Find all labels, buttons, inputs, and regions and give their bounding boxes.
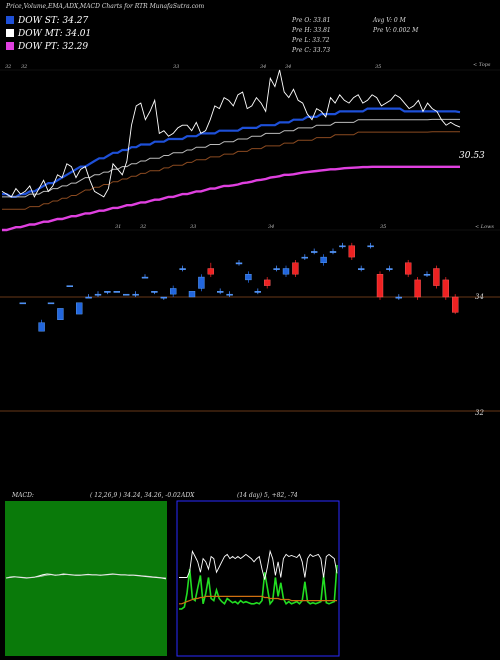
candle-body: [311, 251, 318, 253]
adx-line-plusminus-di: [179, 564, 338, 610]
macd-panel-bg: [5, 501, 167, 656]
candle-body: [216, 291, 224, 293]
bottom-tick-label: 33: [190, 224, 197, 230]
candle-body: [273, 268, 280, 270]
stat-close: Pre C: 33.73: [292, 47, 331, 54]
legend-swatch-pt: [6, 42, 14, 50]
series-line-dow-mt: [2, 118, 460, 198]
candle-body: [75, 302, 83, 315]
candle-body: [405, 262, 412, 275]
bottom-tick-label: 31: [115, 224, 122, 230]
candle-body: [433, 268, 440, 286]
chart-title: Price,Volume,EMA,ADX,MACD Charts for RTR…: [6, 3, 205, 10]
stat-open: Pre O: 33.81: [292, 17, 331, 24]
series-line-close: [1, 69, 461, 198]
lows-label: < Lows: [475, 224, 494, 230]
stat-pre-volume: Pre V: 0.002 M: [373, 27, 419, 34]
bottom-tick-label: 32: [140, 224, 147, 230]
stat-high: Pre H: 33.81: [292, 27, 331, 34]
adx-panel-frame: [176, 500, 340, 657]
adx-line-minus-di: [179, 549, 338, 580]
tops-label: < Tops: [473, 62, 491, 68]
bottom-tick-label: 35: [380, 224, 387, 230]
macd-panel: [5, 573, 167, 580]
candle-body: [179, 268, 186, 270]
candle-body: [254, 291, 262, 293]
legend-dow-st: DOW ST: 34.27: [6, 16, 88, 26]
candle-body: [348, 245, 355, 258]
candle-body: [452, 296, 459, 313]
candle-body: [339, 245, 346, 248]
top-tick-label: 33: [173, 64, 180, 70]
price-panel: [1, 69, 461, 232]
top-tick-label: 32: [5, 64, 12, 70]
legend-swatch-mt: [6, 29, 14, 37]
macd-line-signal: [5, 574, 167, 579]
legend-label-mt: DOW MT: 34.01: [18, 29, 92, 39]
candle-body: [169, 288, 177, 295]
candle-body: [245, 274, 252, 281]
candle-body: [38, 322, 45, 332]
candle-body: [19, 302, 26, 305]
candle-body: [151, 291, 158, 293]
macd-values: ( 12,26,9 ) 34.24, 34.26, -0.02: [90, 492, 181, 499]
candle-body: [358, 268, 365, 270]
candle-body: [376, 274, 384, 298]
top-tick-label: 34: [285, 64, 292, 70]
stat-avg-volume: Avg V: 0 M: [373, 17, 406, 24]
last-price-label: 30.53: [459, 151, 485, 161]
top-tick-label: 34: [260, 64, 267, 70]
adx-values: (14 day) 5, +82, -74: [237, 492, 298, 499]
candle-body: [57, 308, 64, 320]
candle-body: [122, 293, 130, 296]
legend-swatch-st: [6, 16, 14, 24]
candle-body: [113, 291, 121, 293]
top-tick-label: 35: [375, 64, 382, 70]
candle-body: [85, 296, 92, 299]
candle-body: [292, 262, 299, 275]
adx-line-adx: [179, 595, 337, 605]
series-line-dow-pt: [2, 165, 460, 232]
adx-label: ADX: [181, 492, 195, 499]
candle-body: [141, 276, 149, 279]
top-tick-label: 32: [21, 64, 28, 70]
adx-panel: [179, 549, 338, 610]
candle-body: [104, 291, 111, 293]
macd-label: MACD:: [12, 492, 34, 499]
candle-body: [367, 245, 374, 248]
candle-panel: [19, 242, 459, 332]
legend-label-pt: DOW PT: 32.29: [18, 42, 89, 52]
candle-body: [329, 251, 337, 253]
candle-price-label-34: 34: [475, 293, 484, 301]
candle-body: [235, 262, 243, 265]
candle-body: [94, 293, 102, 296]
candle-body: [66, 285, 74, 288]
candle-body: [188, 291, 196, 298]
candle-body: [47, 302, 55, 305]
series-line-mid-ema: [2, 131, 460, 210]
candle-body: [395, 296, 402, 299]
candle-body: [442, 279, 449, 298]
candle-body: [386, 268, 393, 270]
candle-body: [207, 268, 215, 275]
legend-dow-mt: DOW MT: 34.01: [6, 29, 91, 39]
candle-body: [320, 256, 327, 264]
candle-body: [414, 279, 421, 298]
stat-low: Pre L: 33.72: [292, 37, 330, 44]
series-line-dow-st: [2, 107, 461, 198]
candle-body: [264, 279, 271, 286]
candle-body: [282, 268, 290, 275]
candle-body: [198, 276, 205, 289]
bottom-tick-label: 34: [268, 224, 275, 230]
candle-body: [301, 256, 308, 259]
candle-price-label-32: 32: [475, 409, 484, 417]
legend-dow-pt: DOW PT: 32.29: [6, 42, 88, 52]
candle-body: [160, 296, 168, 299]
candle-body: [423, 274, 431, 276]
candle-body: [132, 293, 139, 296]
candle-body: [226, 293, 233, 296]
legend-label-st: DOW ST: 34.27: [18, 16, 89, 26]
